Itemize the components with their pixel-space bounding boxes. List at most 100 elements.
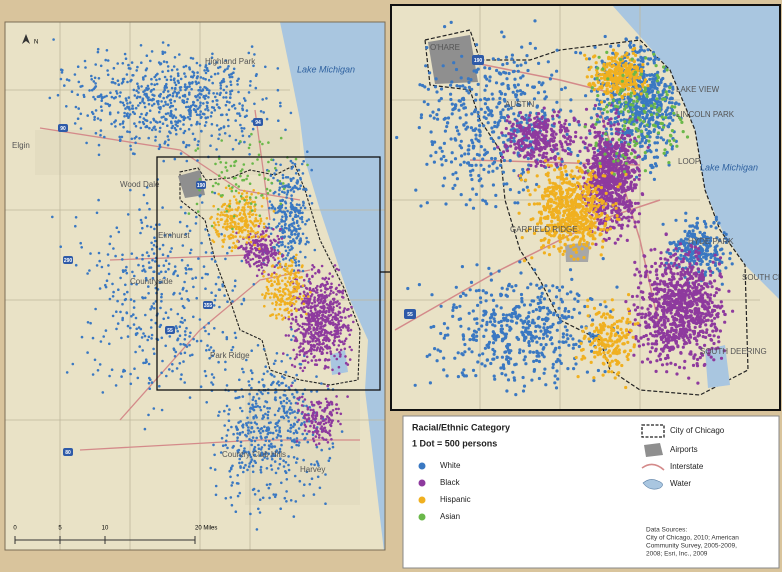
dot: [484, 299, 488, 303]
dot: [329, 418, 332, 422]
dot: [142, 117, 146, 120]
dot: [312, 426, 316, 429]
dot: [559, 361, 563, 365]
dot: [130, 252, 134, 255]
dot: [109, 235, 112, 238]
dot: [219, 451, 223, 454]
dot: [320, 322, 323, 326]
dot: [74, 263, 78, 267]
dot: [282, 182, 285, 185]
dot: [125, 311, 129, 315]
dot: [280, 443, 283, 447]
dot: [265, 285, 269, 289]
dot: [227, 65, 230, 68]
dot: [230, 249, 234, 253]
dot: [333, 264, 337, 267]
dot: [165, 86, 168, 89]
dot: [309, 348, 312, 351]
dot: [108, 242, 112, 246]
lake: [612, 5, 780, 300]
dot: [196, 94, 200, 97]
dot: [134, 141, 137, 145]
dot: [275, 382, 279, 385]
dot: [80, 246, 83, 249]
dot: [135, 282, 138, 286]
dot: [305, 297, 309, 300]
dot: [312, 410, 316, 414]
dot: [219, 161, 222, 164]
dot: [310, 352, 313, 355]
dot: [215, 124, 219, 127]
dot: [493, 349, 497, 353]
dot: [270, 383, 273, 387]
dot: [319, 285, 322, 289]
dot: [272, 493, 276, 496]
dot: [158, 110, 161, 114]
dot: [124, 97, 128, 100]
dot: [318, 334, 321, 337]
dot: [204, 116, 208, 120]
dot: [230, 75, 234, 79]
dot: [217, 276, 220, 279]
dot: [237, 191, 241, 195]
dot: [210, 111, 213, 114]
dot: [141, 264, 145, 268]
dot: [194, 149, 197, 152]
dot: [179, 342, 182, 346]
dot: [196, 71, 199, 74]
dot: [220, 139, 223, 142]
dot: [263, 443, 266, 447]
dot: [150, 82, 153, 86]
dot: [439, 304, 443, 308]
dot: [188, 335, 191, 338]
dot: [465, 89, 469, 93]
dot: [173, 265, 177, 268]
dot: [308, 297, 312, 301]
dot: [147, 98, 150, 102]
dot: [295, 440, 299, 443]
dot: [163, 234, 167, 237]
dot: [459, 193, 463, 197]
dot: [234, 198, 238, 201]
dot: [158, 384, 161, 388]
dot: [477, 114, 481, 118]
dot: [234, 396, 237, 400]
dot: [225, 100, 229, 103]
dot: [505, 77, 509, 81]
dot: [214, 294, 217, 298]
dot: [499, 112, 503, 116]
dot: [164, 259, 168, 263]
dot: [479, 145, 483, 149]
dot: [236, 494, 240, 498]
dot: [542, 297, 547, 301]
dot: [164, 100, 167, 104]
dot: [59, 77, 63, 81]
dot: [455, 84, 459, 88]
dot: [204, 251, 208, 254]
dot: [649, 171, 653, 175]
dot: [546, 60, 550, 64]
dot: [152, 88, 156, 91]
dot: [341, 325, 344, 329]
dot: [498, 71, 502, 76]
dot: [220, 436, 224, 440]
dot: [252, 189, 255, 192]
dot: [228, 209, 232, 212]
dot: [175, 327, 178, 330]
dot: [331, 445, 335, 449]
dot: [250, 421, 253, 425]
dot: [225, 169, 229, 172]
dot: [266, 226, 269, 230]
dot: [59, 245, 62, 248]
dot: [121, 80, 125, 83]
dot: [258, 498, 262, 502]
dot: [494, 205, 498, 209]
dot: [329, 300, 332, 304]
dot: [281, 243, 284, 246]
dot: [324, 283, 327, 287]
dot: [287, 317, 291, 321]
dot: [279, 227, 282, 231]
dot: [182, 286, 185, 290]
dot: [236, 240, 239, 243]
dot: [237, 142, 241, 145]
